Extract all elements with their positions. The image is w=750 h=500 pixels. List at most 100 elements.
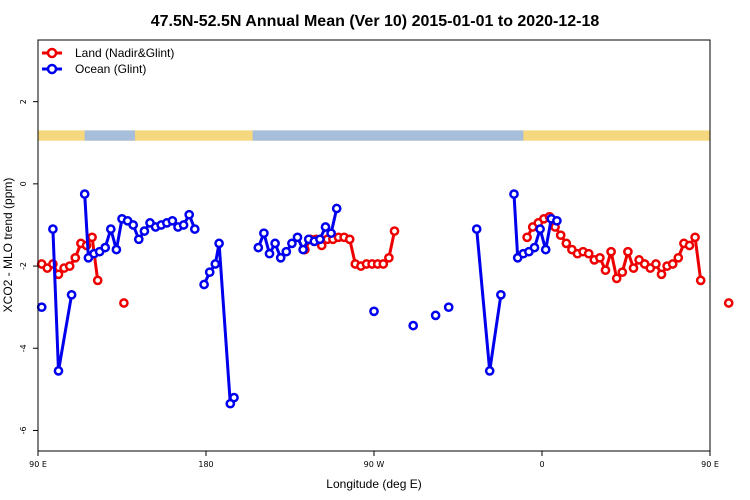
legend-label-ocean: Ocean (Glint) xyxy=(75,62,146,76)
data-point-ocean xyxy=(540,244,551,255)
data-point-ocean xyxy=(105,224,116,234)
data-point-ocean xyxy=(430,310,441,321)
y-axis-label: XCO2 - MLO trend (ppm) xyxy=(1,178,15,313)
data-point-land xyxy=(92,275,103,286)
data-point-ocean xyxy=(443,302,454,313)
data-point-ocean xyxy=(133,234,144,245)
data-point-ocean xyxy=(270,238,280,249)
data-point-land xyxy=(628,263,639,273)
data-point-land xyxy=(561,238,572,249)
data-point-ocean xyxy=(167,215,178,226)
data-point-ocean xyxy=(204,267,215,278)
x-tick-label: 90 W xyxy=(364,460,385,469)
band-ocean-1 xyxy=(252,130,524,141)
x-tick-label: 180 xyxy=(198,460,213,469)
data-point-land xyxy=(583,248,594,259)
data-point-ocean xyxy=(184,209,195,220)
data-point-ocean xyxy=(111,244,122,255)
data-point-ocean xyxy=(128,220,139,230)
data-point-land xyxy=(667,259,678,269)
legend-swatch-marker-ocean xyxy=(46,63,58,75)
data-point-land xyxy=(617,267,628,278)
band-ocean-0 xyxy=(84,130,136,141)
data-point-land xyxy=(695,275,706,286)
land-sea-band xyxy=(38,130,710,141)
data-point-ocean xyxy=(509,189,519,199)
data-point-ocean xyxy=(331,203,342,214)
y-axis: 2 0 -2 -4 -6 xyxy=(19,99,38,434)
data-point-land xyxy=(656,269,667,280)
data-point-ocean xyxy=(214,238,224,249)
data-point-ocean xyxy=(471,224,482,234)
y-tick-label: 2 xyxy=(19,99,28,104)
data-point-ocean xyxy=(189,224,200,234)
data-point-ocean xyxy=(199,279,209,290)
data-point-land xyxy=(606,246,616,257)
data-point-ocean xyxy=(292,232,303,243)
data-point-ocean xyxy=(529,242,540,253)
data-point-ocean xyxy=(36,302,47,313)
data-point-ocean xyxy=(178,220,189,230)
data-point-land xyxy=(623,246,633,257)
data-point-land xyxy=(690,232,700,243)
data-point-ocean xyxy=(326,228,336,239)
data-point-ocean xyxy=(535,224,545,234)
data-point-ocean xyxy=(264,248,275,259)
data-point-land xyxy=(651,259,661,269)
data-point-land xyxy=(87,232,97,243)
data-point-ocean xyxy=(210,259,221,269)
data-point-land xyxy=(344,234,355,245)
legend-entry-ocean: Ocean (Glint) xyxy=(42,62,146,76)
data-point-ocean xyxy=(408,320,419,331)
legend: Land (Nadir&Glint) Ocean (Glint) xyxy=(42,46,174,76)
data-point-ocean xyxy=(275,252,286,263)
data-point-ocean xyxy=(259,228,269,239)
legend-swatch-marker-land xyxy=(46,47,58,59)
data-point-land xyxy=(384,252,394,263)
data-point-land xyxy=(70,252,81,263)
data-point-ocean xyxy=(79,189,90,199)
data-point-land xyxy=(723,298,734,308)
data-point-ocean xyxy=(496,289,506,300)
data-point-ocean xyxy=(100,242,111,253)
data-point-ocean xyxy=(298,244,308,255)
data-point-ocean xyxy=(315,234,325,245)
data-point-land xyxy=(389,226,400,236)
data-point-land xyxy=(64,261,75,271)
data-point-land xyxy=(595,252,605,263)
data-point-ocean xyxy=(48,224,58,234)
data-point-ocean xyxy=(229,392,239,403)
y-tick-label: -4 xyxy=(19,344,28,352)
data-point-ocean xyxy=(484,366,495,376)
plot-series xyxy=(36,189,734,409)
data-point-land xyxy=(555,230,566,241)
data-point-land xyxy=(119,298,129,308)
y-tick-label: 0 xyxy=(19,181,28,186)
data-point-land xyxy=(684,240,695,251)
legend-label-land: Land (Nadir&Glint) xyxy=(75,46,174,60)
data-point-land xyxy=(378,259,389,269)
data-point-land xyxy=(522,232,532,243)
data-point-ocean xyxy=(369,306,379,317)
x-axis: 90 E 180 90 W 0 90 E xyxy=(29,451,719,469)
chart-title: 47.5N-52.5N Annual Mean (Ver 10) 2015-01… xyxy=(151,13,600,30)
data-point-ocean xyxy=(53,366,64,376)
x-tick-label: 0 xyxy=(539,460,544,469)
data-point-ocean xyxy=(253,242,264,253)
data-point-ocean xyxy=(66,289,77,300)
data-point-ocean xyxy=(281,246,292,257)
data-point-ocean xyxy=(320,222,331,232)
x-axis-label: Longitude (deg E) xyxy=(326,477,421,491)
series-line-ocean-3 xyxy=(202,241,236,406)
x-tick-label: 90 E xyxy=(29,460,47,469)
plot-frame xyxy=(37,39,711,452)
y-tick-label: -6 xyxy=(19,426,28,434)
data-point-land xyxy=(600,265,611,276)
x-tick-label: 90 E xyxy=(701,460,719,469)
series-line-ocean-1 xyxy=(51,229,74,373)
y-tick-label: -2 xyxy=(19,262,28,270)
legend-entry-land: Land (Nadir&Glint) xyxy=(42,46,174,60)
data-point-ocean xyxy=(552,215,562,226)
data-point-land xyxy=(673,252,684,263)
